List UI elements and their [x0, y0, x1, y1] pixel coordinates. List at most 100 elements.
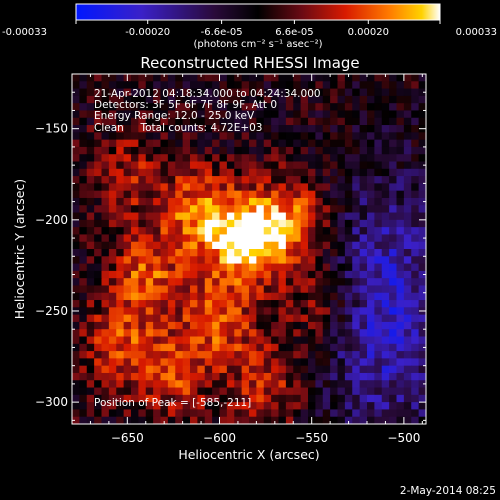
heatmap-cell	[219, 263, 228, 272]
heatmap-cell	[359, 336, 368, 345]
heatmap-cell	[219, 227, 228, 235]
heatmap-cell	[175, 132, 184, 141]
heatmap-cell	[403, 74, 412, 82]
heatmap-cell	[322, 380, 331, 388]
heatmap-cell	[411, 329, 420, 337]
heatmap-cell	[116, 365, 125, 374]
heatmap-cell	[108, 183, 117, 192]
heatmap-cell	[219, 241, 228, 250]
heatmap-cell	[322, 81, 331, 89]
heatmap-cell	[160, 307, 169, 316]
heatmap-cell	[86, 139, 95, 148]
heatmap-cell	[308, 394, 316, 403]
heatmap-cell	[197, 81, 206, 89]
heatmap-cell	[138, 88, 147, 97]
heatmap-cell	[367, 256, 375, 264]
heatmap-cell	[381, 387, 390, 396]
heatmap-cell	[381, 88, 390, 97]
heatmap-cell	[293, 197, 302, 206]
heatmap-cell	[293, 285, 302, 294]
heatmap-cell	[330, 343, 338, 352]
heatmap-cell	[418, 358, 427, 367]
heatmap-cell	[160, 88, 169, 97]
heatmap-cell	[315, 241, 324, 250]
heatmap-cell	[212, 227, 220, 235]
heatmap-cell	[278, 161, 287, 170]
heatmap-cell	[108, 161, 117, 170]
heatmap-cell	[167, 394, 176, 403]
heatmap-cell	[101, 132, 110, 141]
heatmap-cell	[249, 103, 257, 111]
heatmap-cell	[226, 278, 235, 286]
heatmap-cell	[212, 358, 220, 367]
heatmap-cell	[403, 227, 412, 235]
heatmap-cell	[145, 146, 154, 155]
heatmap-cell	[315, 380, 324, 388]
heatmap-cell	[182, 249, 191, 257]
heatmap-cell	[359, 329, 368, 337]
heatmap-cell	[352, 270, 361, 279]
heatmap-cell	[131, 74, 139, 82]
heatmap-cell	[241, 168, 250, 177]
heatmap-cell	[300, 190, 309, 199]
heatmap-cell	[123, 110, 132, 119]
heatmap-cell	[108, 176, 117, 184]
heatmap-cell	[352, 336, 361, 345]
heatmap-cell	[219, 183, 228, 192]
heatmap-cell	[315, 81, 324, 89]
heatmap-cell	[308, 139, 316, 148]
heatmap-cell	[138, 285, 147, 294]
heatmap-cell	[322, 256, 331, 264]
heatmap-cell	[322, 168, 331, 177]
heatmap-cell	[389, 343, 397, 352]
heatmap-cell	[234, 358, 243, 367]
heatmap-cell	[337, 387, 346, 396]
heatmap-cell	[226, 161, 235, 170]
heatmap-cell	[94, 292, 102, 301]
heatmap-cell	[359, 314, 368, 323]
heatmap-cell	[197, 227, 206, 235]
heatmap-cell	[352, 249, 361, 257]
heatmap-cell	[285, 409, 294, 418]
heatmap-cell	[367, 161, 375, 170]
heatmap-cell	[94, 168, 102, 177]
heatmap-cell	[396, 146, 405, 155]
heatmap-cell	[411, 154, 420, 162]
heatmap-cell	[359, 197, 368, 206]
heatmap-cell	[72, 241, 80, 250]
heatmap-cell	[256, 219, 265, 228]
heatmap-cell	[411, 197, 420, 206]
heatmap-cell	[381, 343, 390, 352]
heatmap-cell	[389, 263, 397, 272]
heatmap-cell	[330, 409, 338, 418]
heatmap-cell	[352, 110, 361, 119]
heatmap-cell	[315, 234, 324, 243]
heatmap-cell	[337, 219, 346, 228]
heatmap-cell	[411, 249, 420, 257]
heatmap-cell	[249, 409, 257, 418]
heatmap-cell	[241, 219, 250, 228]
heatmap-cell	[153, 103, 161, 111]
heatmap-cell	[190, 307, 198, 316]
heatmap-cell	[131, 81, 139, 89]
heatmap-cell	[293, 365, 302, 374]
heatmap-cell	[359, 285, 368, 294]
heatmap-cell	[190, 176, 198, 184]
heatmap-cell	[226, 256, 235, 264]
heatmap-cell	[359, 263, 368, 272]
heatmap-cell	[226, 190, 235, 199]
heatmap-cell	[278, 358, 287, 367]
heatmap-cell	[352, 329, 361, 337]
heatmap-cell	[344, 336, 353, 345]
heatmap-cell	[131, 227, 139, 235]
heatmap-cell	[403, 110, 412, 119]
heatmap-cell	[241, 212, 250, 221]
heatmap-cell	[256, 241, 265, 250]
heatmap-cell	[367, 146, 375, 155]
heatmap-cell	[359, 88, 368, 97]
heatmap-cell	[285, 139, 294, 148]
heatmap-cell	[72, 183, 80, 192]
heatmap-cell	[182, 416, 191, 425]
heatmap-cell	[418, 416, 427, 425]
heatmap-cell	[175, 387, 184, 396]
